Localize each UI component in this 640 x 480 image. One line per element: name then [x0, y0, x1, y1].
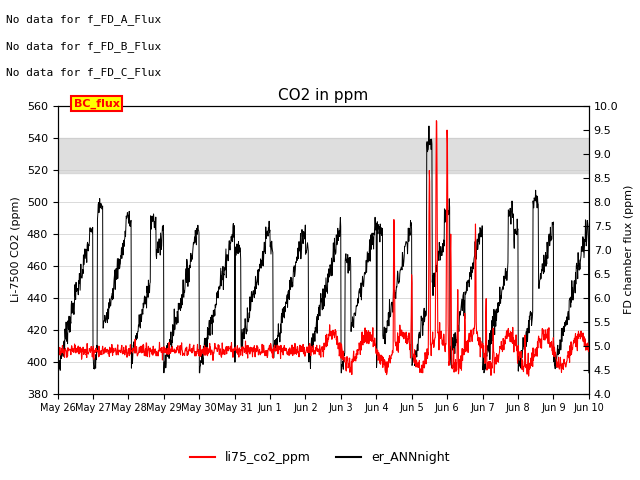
Text: No data for f_FD_A_Flux: No data for f_FD_A_Flux	[6, 14, 162, 25]
Bar	[58, 138, 589, 173]
Title: CO2 in ppm: CO2 in ppm	[278, 88, 369, 103]
Legend: li75_co2_ppm, er_ANNnight: li75_co2_ppm, er_ANNnight	[186, 446, 454, 469]
Y-axis label: Li-7500 CO2 (ppm): Li-7500 CO2 (ppm)	[11, 197, 21, 302]
Text: No data for f_FD_B_Flux: No data for f_FD_B_Flux	[6, 41, 162, 52]
Text: BC_flux: BC_flux	[74, 98, 120, 108]
Text: No data for f_FD_C_Flux: No data for f_FD_C_Flux	[6, 67, 162, 78]
Y-axis label: FD chamber flux (ppm): FD chamber flux (ppm)	[624, 185, 634, 314]
